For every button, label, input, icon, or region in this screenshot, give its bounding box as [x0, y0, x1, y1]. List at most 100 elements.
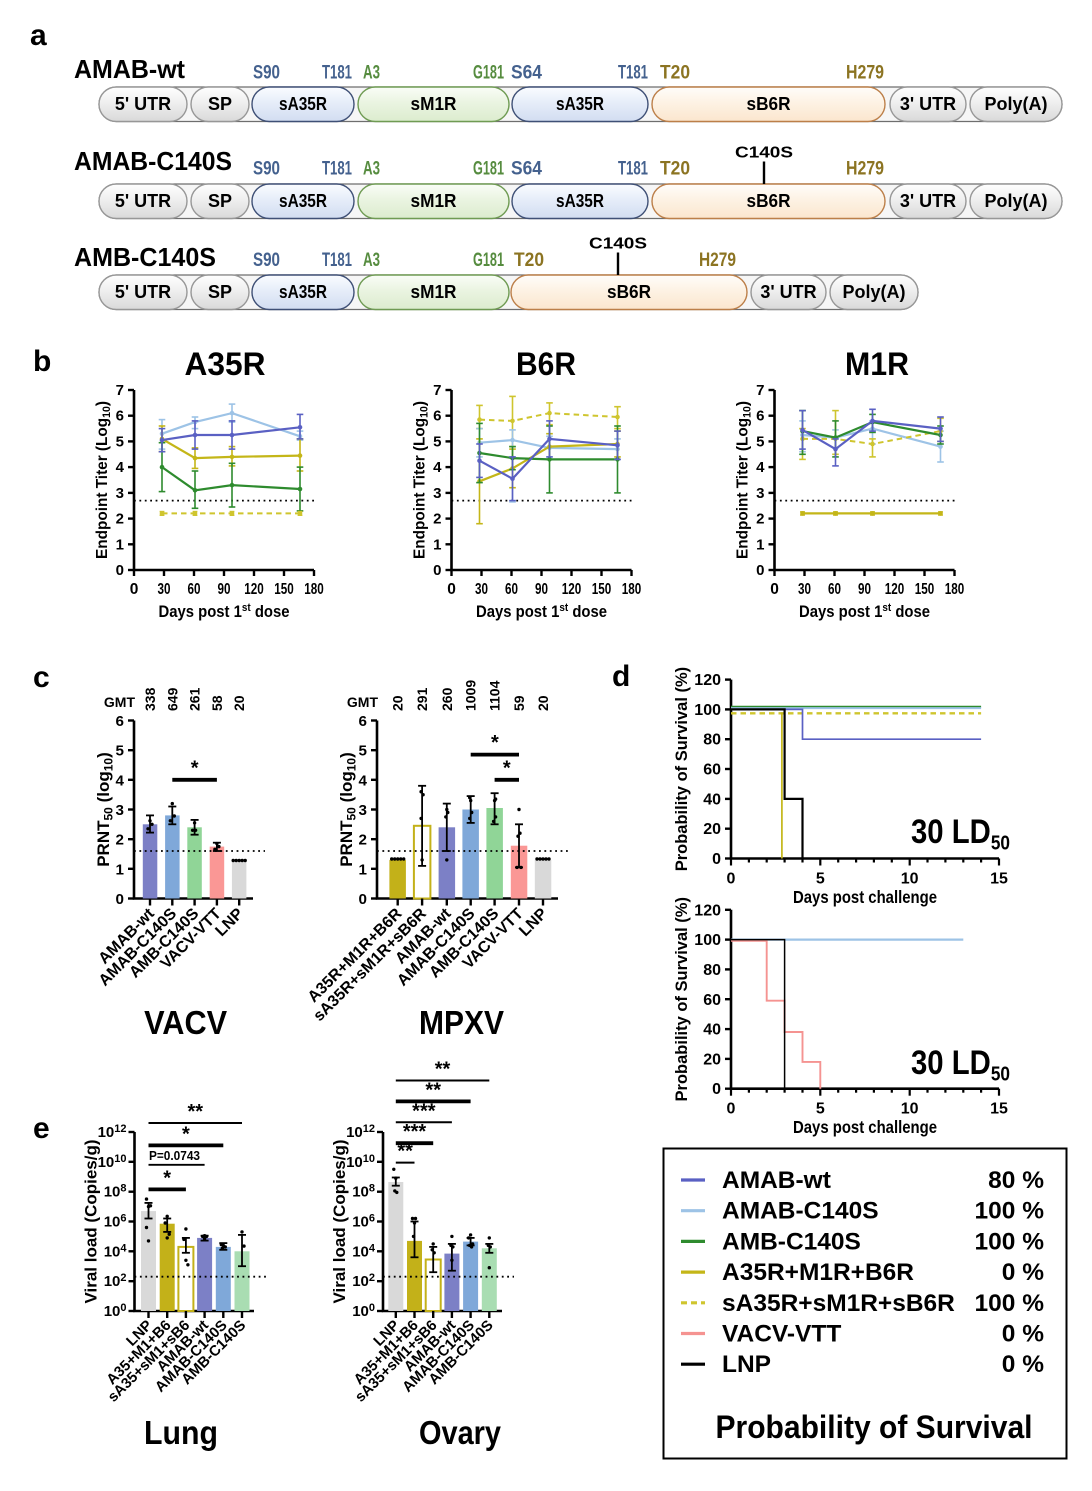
svg-text:sM1R: sM1R [411, 282, 457, 302]
svg-text:Poly(A): Poly(A) [985, 94, 1048, 114]
svg-text:PRNT50 (log10): PRNT50 (log10) [94, 752, 116, 867]
svg-text:4: 4 [116, 772, 125, 789]
svg-text:PRNT50 (log10): PRNT50 (log10) [337, 752, 359, 867]
svg-text:sA35R: sA35R [556, 191, 604, 211]
svg-text:sM1R: sM1R [411, 191, 457, 211]
svg-text:sA35R+sM1R+sB6R: sA35R+sM1R+sB6R [722, 1290, 955, 1317]
svg-text:Endpoint Titer (Log10): Endpoint Titer (Log10) [412, 401, 431, 559]
svg-text:80 %: 80 % [988, 1167, 1044, 1194]
svg-text:P=0.0743: P=0.0743 [149, 1148, 200, 1163]
svg-text:0: 0 [727, 1101, 736, 1118]
svg-text:C140S: C140S [589, 236, 647, 253]
svg-text:5: 5 [116, 433, 124, 450]
svg-text:60: 60 [505, 581, 518, 598]
svg-text:**: ** [397, 1141, 413, 1163]
svg-text:1: 1 [433, 536, 441, 553]
svg-text:30: 30 [798, 581, 811, 598]
svg-text:649: 649 [164, 687, 180, 711]
svg-text:10: 10 [901, 1101, 919, 1118]
svg-text:5: 5 [433, 433, 441, 450]
svg-text:Days post challenge: Days post challenge [793, 887, 937, 907]
svg-text:G181: G181 [473, 62, 504, 84]
svg-text:7: 7 [116, 382, 124, 399]
svg-text:AMB-C140S: AMB-C140S [722, 1228, 861, 1255]
svg-text:80: 80 [703, 732, 721, 749]
svg-text:1009: 1009 [463, 680, 479, 711]
svg-text:*: * [163, 1167, 171, 1189]
svg-text:1: 1 [359, 861, 368, 878]
svg-text:150: 150 [915, 581, 935, 598]
svg-text:C140S: C140S [735, 145, 793, 162]
svg-text:120: 120 [562, 581, 582, 598]
svg-text:*: * [491, 732, 499, 754]
svg-text:3: 3 [433, 485, 441, 502]
svg-text:GMT: GMT [104, 694, 136, 710]
svg-text:3: 3 [756, 485, 764, 502]
svg-text:3: 3 [359, 802, 367, 819]
svg-text:***: *** [412, 1100, 436, 1122]
svg-text:M1R: M1R [845, 346, 909, 382]
svg-text:sB6R: sB6R [747, 94, 791, 114]
svg-text:0: 0 [727, 871, 736, 888]
svg-text:sB6R: sB6R [747, 191, 791, 211]
svg-text:291: 291 [414, 687, 430, 711]
svg-text:40: 40 [703, 1022, 721, 1039]
svg-text:40: 40 [703, 791, 721, 808]
svg-text:Days post 1st dose: Days post 1st dose [159, 602, 290, 621]
svg-text:T181: T181 [322, 158, 352, 180]
svg-text:**: ** [187, 1101, 203, 1123]
svg-text:15: 15 [990, 1101, 1008, 1118]
svg-text:2: 2 [116, 511, 124, 528]
svg-text:G181: G181 [473, 158, 504, 180]
svg-text:*: * [182, 1123, 190, 1145]
svg-text:260: 260 [439, 687, 455, 711]
svg-text:100: 100 [694, 702, 721, 719]
svg-text:MPXV: MPXV [419, 1004, 504, 1041]
svg-text:Days post 1st dose: Days post 1st dose [476, 602, 607, 621]
svg-text:100 %: 100 % [975, 1198, 1045, 1225]
svg-text:Probability of Survival: Probability of Survival [716, 1409, 1033, 1445]
svg-text:Viral load (Copies/g): Viral load (Copies/g) [330, 1139, 349, 1303]
svg-text:10: 10 [901, 871, 919, 888]
svg-text:2: 2 [756, 511, 764, 528]
svg-text:Viral load (Copies/g): Viral load (Copies/g) [82, 1139, 101, 1303]
svg-text:60: 60 [703, 762, 721, 779]
svg-text:Ovary: Ovary [419, 1414, 502, 1451]
svg-text:c: c [33, 661, 50, 694]
svg-text:S64: S64 [511, 62, 542, 84]
svg-text:180: 180 [304, 581, 324, 598]
svg-text:6: 6 [116, 408, 124, 425]
svg-text:150: 150 [274, 581, 294, 598]
svg-text:5: 5 [816, 1101, 825, 1118]
svg-text:4: 4 [756, 459, 765, 476]
svg-text:Poly(A): Poly(A) [843, 282, 906, 302]
svg-text:A3: A3 [363, 62, 380, 84]
svg-text:3' UTR: 3' UTR [900, 191, 956, 211]
svg-text:H279: H279 [699, 249, 736, 271]
svg-text:20: 20 [231, 695, 247, 711]
svg-text:150: 150 [592, 581, 612, 598]
svg-text:e: e [33, 1112, 50, 1145]
svg-text:180: 180 [945, 581, 965, 598]
svg-text:1: 1 [756, 536, 764, 553]
svg-text:90: 90 [858, 581, 871, 598]
svg-text:Poly(A): Poly(A) [985, 191, 1048, 211]
svg-text:5: 5 [816, 871, 825, 888]
svg-text:AMB-C140S: AMB-C140S [74, 242, 216, 272]
svg-text:SP: SP [208, 282, 232, 302]
svg-text:1: 1 [116, 536, 124, 553]
svg-text:15: 15 [990, 871, 1008, 888]
svg-text:0: 0 [712, 1081, 721, 1098]
svg-text:120: 120 [244, 581, 264, 598]
svg-text:2: 2 [359, 832, 367, 849]
svg-text:**: ** [435, 1059, 451, 1081]
svg-text:5' UTR: 5' UTR [115, 94, 171, 114]
svg-text:a: a [30, 19, 47, 52]
svg-text:5' UTR: 5' UTR [115, 191, 171, 211]
svg-text:0: 0 [433, 562, 441, 579]
svg-text:30: 30 [475, 581, 488, 598]
svg-text:0 %: 0 % [1002, 1321, 1044, 1348]
svg-text:0: 0 [116, 562, 124, 579]
svg-text:AMAB-wt: AMAB-wt [722, 1167, 831, 1194]
svg-text:100 %: 100 % [975, 1228, 1045, 1255]
